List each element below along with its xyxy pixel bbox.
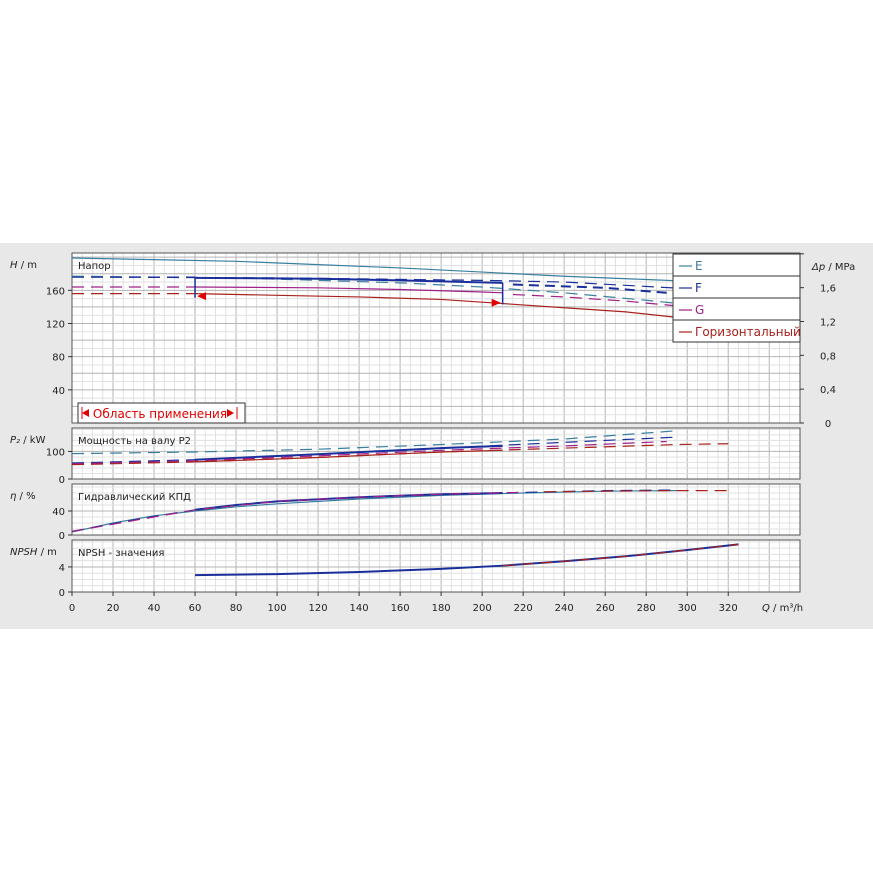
right-tick-label: 0 [825,419,831,430]
range-right-arrow [491,298,501,307]
y-tick-label: 160 [46,286,65,297]
series-head-E-0 [71,275,688,306]
application-range-right-icon [227,409,234,417]
application-range-left-icon [82,409,89,417]
right-axis-label: Δp / MPa [811,262,855,273]
legend-label: Горизонтальный [695,325,801,339]
x-tick-label: 280 [637,603,656,614]
series-power-Горизонтальный-5 [195,449,503,463]
x-tick-label: 100 [268,603,287,614]
x-tick-label: 80 [230,603,243,614]
y-axis-label-power: P₂ / kW [10,435,46,446]
y-axis-label-efficiency: η / % [10,491,36,502]
right-tick-label: 0,8 [820,351,836,362]
y-tick-label: 100 [46,447,65,458]
series-efficiency-Горизонтальный-4 [543,490,729,493]
y-axis-label-npsh: NPSH / m [10,547,57,558]
legend-label: G [695,303,704,317]
y-tick-label: 40 [52,386,65,397]
y-tick-label: 80 [52,353,65,364]
x-tick-label: 20 [107,603,120,614]
legend-label: E [695,259,703,273]
right-tick-label: 1,6 [820,284,836,295]
legend-item [672,253,801,277]
x-tick-label: 60 [189,603,202,614]
y-tick-label: 0 [59,588,65,599]
series-head-G-7 [195,286,503,294]
x-tick-label: 0 [69,603,75,614]
plot-frame-npsh [71,539,801,593]
x-tick-label: 300 [678,603,697,614]
x-tick-label: 320 [719,603,738,614]
x-tick-label: 160 [391,603,410,614]
series-head-Горизонтальный-11 [502,302,688,320]
panel-title-npsh: NPSH - значения [78,548,164,559]
series-head-G-8 [512,293,688,308]
range-left-arrow [197,292,207,301]
series-npsh-Горизонтальный-1 [502,543,739,567]
x-tick-label: 40 [148,603,161,614]
y-tick-label: 4 [59,563,65,574]
x-tick-label: 220 [514,603,533,614]
panel-title-head: Напор [78,261,111,272]
series-power-G-3 [71,440,667,465]
y-axis-label-head: H / m [10,260,37,271]
series-power-E-0 [71,430,678,455]
y-tick-label: 0 [59,475,65,486]
right-tick-label: 0,4 [820,385,836,396]
legend-item [672,275,801,299]
panel-title-efficiency: Гидравлический КПД [78,492,191,503]
plot-area-power [72,428,800,479]
y-tick-label: 120 [46,319,65,330]
series-head-E-1 [71,257,688,282]
series-efficiency-G-3 [71,491,524,532]
application-range-label: Область применения [93,407,227,421]
panel-title-power: Мощность на валу P2 [78,436,191,447]
x-tick-label: 120 [309,603,328,614]
x-tick-label: 140 [350,603,369,614]
x-tick-label: 240 [555,603,574,614]
x-tick-label: 200 [473,603,492,614]
x-tick-label: 180 [432,603,451,614]
legend-item [672,297,801,321]
series-head-F-5 [71,276,688,290]
x-tick-label: 260 [596,603,615,614]
legend-item [672,319,801,343]
y-tick-label: 40 [52,507,65,518]
series-head-F-3 [195,276,503,284]
plot-area-npsh [72,540,800,592]
y-tick-label: 0 [59,531,65,542]
plot-frame-efficiency [71,483,801,536]
series-head-Горизонтальный-10 [195,293,503,305]
application-range-box [77,402,246,424]
legend-label: F [695,281,702,295]
right-tick-label: 1,2 [820,317,836,328]
x-axis-label: Q / m³/h [762,603,803,614]
series-power-F-2 [194,444,503,461]
